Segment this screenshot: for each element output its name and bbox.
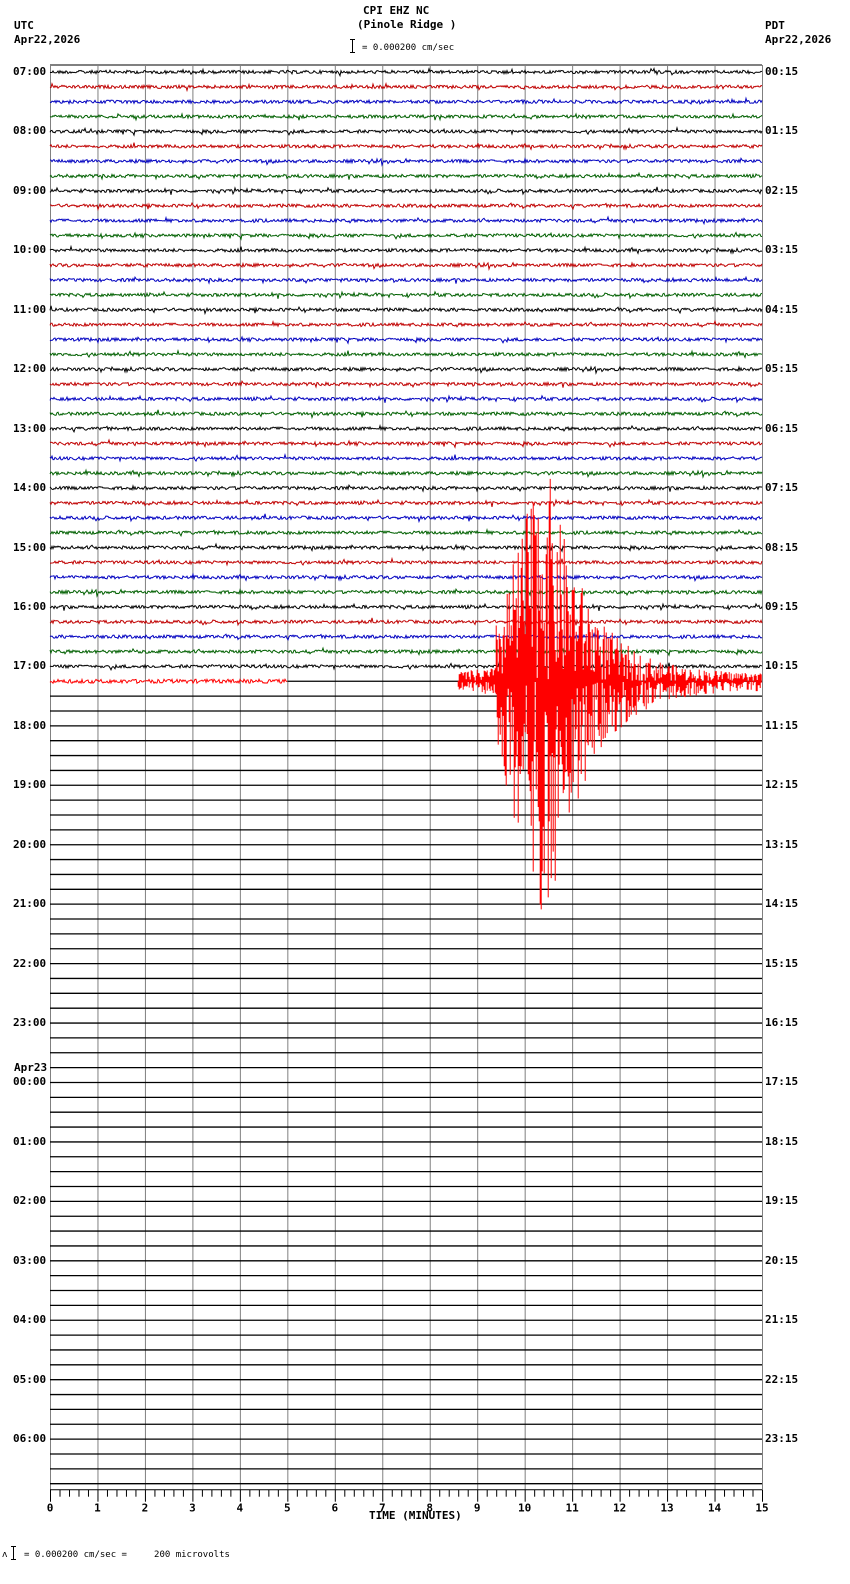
pdt-hour-label: 17:15 (765, 1075, 799, 1089)
x-tick-label: 12 (613, 1502, 626, 1515)
utc-hour-label: 16:00 (13, 599, 47, 613)
pdt-hour-label: 11:15 (765, 718, 799, 732)
station-title: CPI EHZ NC (363, 4, 430, 17)
pdt-hour-label: 05:15 (765, 362, 799, 376)
utc-hour-label: 01:00 (13, 1134, 47, 1148)
pdt-hour-label: 16:15 (765, 1016, 799, 1030)
x-tick-label: 10 (518, 1502, 531, 1515)
x-tick-label: 13 (660, 1502, 673, 1515)
utc-hour-label: 23:00 (13, 1016, 47, 1030)
right-timezone: PDT (765, 19, 785, 32)
pdt-hour-label: 07:15 (765, 481, 799, 495)
utc-hour-label: 20:00 (13, 837, 47, 851)
pdt-hour-label: 06:15 (765, 421, 799, 435)
utc-hour-label: 19:00 (13, 778, 47, 792)
pdt-hour-label: 19:15 (765, 1194, 799, 1208)
utc-hour-label: 10:00 (13, 243, 47, 257)
utc-hour-label: 22:00 (13, 956, 47, 970)
pdt-hour-label: 18:15 (765, 1134, 799, 1148)
footer-scale-prefix: ʌ (2, 1550, 8, 1560)
x-tick-label: 3 (189, 1502, 196, 1515)
scale-bar-icon (350, 39, 355, 53)
pdt-hour-label: 02:15 (765, 183, 799, 197)
utc-hour-label: 14:00 (13, 481, 47, 495)
utc-hour-label: 02:00 (13, 1194, 47, 1208)
pdt-hour-label: 20:15 (765, 1253, 799, 1267)
pdt-hour-label: 03:15 (765, 243, 799, 257)
x-tick-label: 11 (566, 1502, 580, 1515)
right-date: Apr22,2026 (765, 33, 832, 46)
utc-hour-label: 07:00 (13, 65, 47, 78)
pdt-hour-label: 12:15 (765, 778, 799, 792)
pdt-hour-label: 04:15 (765, 302, 799, 316)
pdt-hour-label: 21:15 (765, 1313, 799, 1327)
pdt-hour-label: 22:15 (765, 1372, 799, 1386)
x-axis-label: TIME (MINUTES) (369, 1509, 462, 1522)
pdt-hour-label: 15:15 (765, 956, 799, 970)
x-tick-label: 1 (94, 1502, 101, 1515)
x-tick-label: 15 (755, 1502, 768, 1515)
footer-scale-bar-icon (11, 1546, 16, 1560)
x-tick-label: 5 (284, 1502, 291, 1515)
pdt-hour-label: 09:15 (765, 599, 799, 613)
pdt-hour-label: 00:15 (765, 65, 799, 78)
pdt-hour-label: 14:15 (765, 897, 799, 911)
left-timezone: UTC (14, 19, 34, 32)
utc-hour-label: 18:00 (13, 718, 47, 732)
utc-hour-label: 13:00 (13, 421, 47, 435)
left-date: Apr22,2026 (14, 33, 81, 46)
utc-hour-label: 03:00 (13, 1253, 47, 1267)
scale-text: = 0.000200 cm/sec (362, 43, 455, 53)
utc-hour-label: 06:00 (13, 1432, 47, 1446)
x-tick-label: 6 (331, 1502, 338, 1515)
utc-hour-label: 15:00 (13, 540, 47, 554)
utc-hour-label: 08:00 (13, 124, 47, 138)
x-tick-label: 9 (474, 1502, 481, 1515)
utc-hour-label: 21:00 (13, 897, 47, 911)
x-tick-label: 2 (142, 1502, 149, 1515)
footer-scale-text: = 0.000200 cm/sec = 200 microvolts (24, 1550, 230, 1560)
x-tick-label: 8 (426, 1502, 433, 1515)
pdt-hour-label: 23:15 (765, 1432, 799, 1446)
x-tick-label: 14 (708, 1502, 722, 1515)
pdt-hour-label: 10:15 (765, 659, 799, 673)
station-location: (Pinole Ridge ) (357, 18, 457, 31)
utc-hour-label: 11:00 (13, 302, 47, 316)
utc-hour-label: 00:00 (13, 1075, 47, 1089)
pdt-hour-label: 01:15 (765, 124, 799, 138)
x-tick-label: 7 (379, 1502, 386, 1515)
utc-hour-label: 12:00 (13, 362, 47, 376)
utc-hour-label: 05:00 (13, 1372, 47, 1386)
pdt-hour-label: 13:15 (765, 837, 799, 851)
pdt-hour-label: 08:15 (765, 540, 799, 554)
utc-date-label: Apr23 (14, 1061, 48, 1075)
utc-hour-label: 17:00 (13, 659, 47, 673)
utc-hour-label: 04:00 (13, 1313, 47, 1327)
x-tick-label: 4 (237, 1502, 244, 1515)
utc-hour-label: 09:00 (13, 183, 47, 197)
x-tick-label: 0 (47, 1502, 54, 1515)
